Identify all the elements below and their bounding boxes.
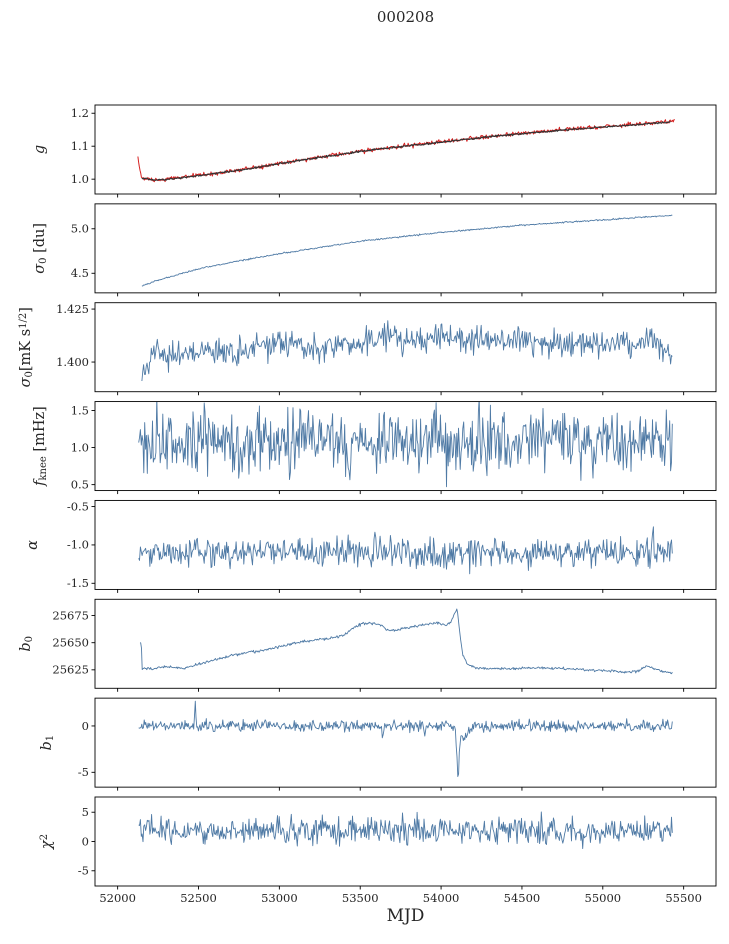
x-axis-label: MJD — [386, 906, 425, 926]
series-alpha — [138, 526, 673, 575]
subplot-b0: 25625 25650 25675 b0 — [18, 598, 717, 692]
series-gain-fit — [141, 121, 671, 181]
y-axis-label-b1: b1 — [39, 735, 56, 751]
y-axis-label-sigma0-mks: σ0[mK s1/2] — [18, 307, 35, 387]
y-axis-label-chi2: χ2 — [39, 834, 55, 850]
x-tick-label: 54500 — [504, 891, 541, 905]
x-tick-label: 55000 — [585, 891, 622, 905]
series-b1 — [138, 700, 673, 777]
y-tick-label: 0 — [82, 719, 89, 733]
y-tick-label: 1.0 — [71, 172, 89, 186]
y-tick-label: 5 — [82, 805, 89, 819]
x-tick-label: 55500 — [665, 891, 702, 905]
y-tick-label: -5 — [78, 864, 89, 878]
y-axis-label-g: g — [32, 145, 48, 154]
y-tick-label: 1.425 — [56, 302, 89, 316]
subplot-alpha: -1.5 -1.0 -0.5 α — [25, 499, 717, 593]
series-b0 — [139, 608, 673, 675]
y-tick-label: -0.5 — [67, 499, 89, 513]
subplot-b1: -5 0 b1 — [39, 697, 717, 791]
y-tick-label: 25675 — [52, 608, 89, 622]
y-tick-label: -1.0 — [67, 538, 89, 552]
y-tick-label: 5.0 — [71, 222, 89, 236]
x-tick-label: 54000 — [423, 891, 460, 905]
series-sigma0-du — [141, 214, 673, 287]
y-tick-label: -1.5 — [67, 576, 89, 590]
y-tick-label: 1.0 — [71, 440, 89, 454]
series-sigma0-mks — [141, 320, 673, 382]
series-f-knee — [138, 401, 673, 488]
y-tick-label: -5 — [78, 765, 89, 779]
y-tick-label: 25650 — [52, 635, 89, 649]
x-tick-label: 52000 — [99, 891, 136, 905]
y-tick-label: 1.1 — [71, 139, 89, 153]
y-axis-label-alpha: α — [25, 540, 41, 550]
x-tick-label: 53000 — [261, 891, 298, 905]
series-chi2 — [138, 811, 673, 850]
subplot-f-knee: 0.5 1.0 1.5 fknee [mHz] — [32, 401, 717, 495]
subplot-sigma0-du: 4.5 5.0 σ0 [du] — [32, 203, 717, 297]
y-axis-label-b0: b0 — [18, 636, 35, 652]
x-tick-label: 53500 — [342, 891, 379, 905]
figure-title: 000208 — [376, 8, 435, 26]
y-tick-label: 1.2 — [71, 106, 89, 120]
y-tick-label: 25625 — [52, 663, 89, 677]
y-tick-label: 0 — [82, 834, 89, 848]
y-tick-label: 1.5 — [71, 403, 89, 417]
y-tick-label: 1.400 — [56, 355, 89, 369]
y-axis-label-f-knee: fknee [mHz] — [32, 406, 49, 487]
subplot-sigma0-mks: 1.400 1.425 σ0[mK s1/2] — [18, 302, 717, 396]
y-tick-label: 0.5 — [71, 477, 89, 491]
x-tick-label: 52500 — [180, 891, 217, 905]
subplot-chi2: -5 0 5 52000 52500 53000 53500 54000 54500 55000 5… — [39, 796, 717, 905]
y-tick-label: 4.5 — [71, 266, 89, 280]
y-axis-label-sigma0-du: σ0 [du] — [32, 223, 49, 274]
subplot-g: 1.0 1.1 1.2 g — [32, 104, 717, 198]
